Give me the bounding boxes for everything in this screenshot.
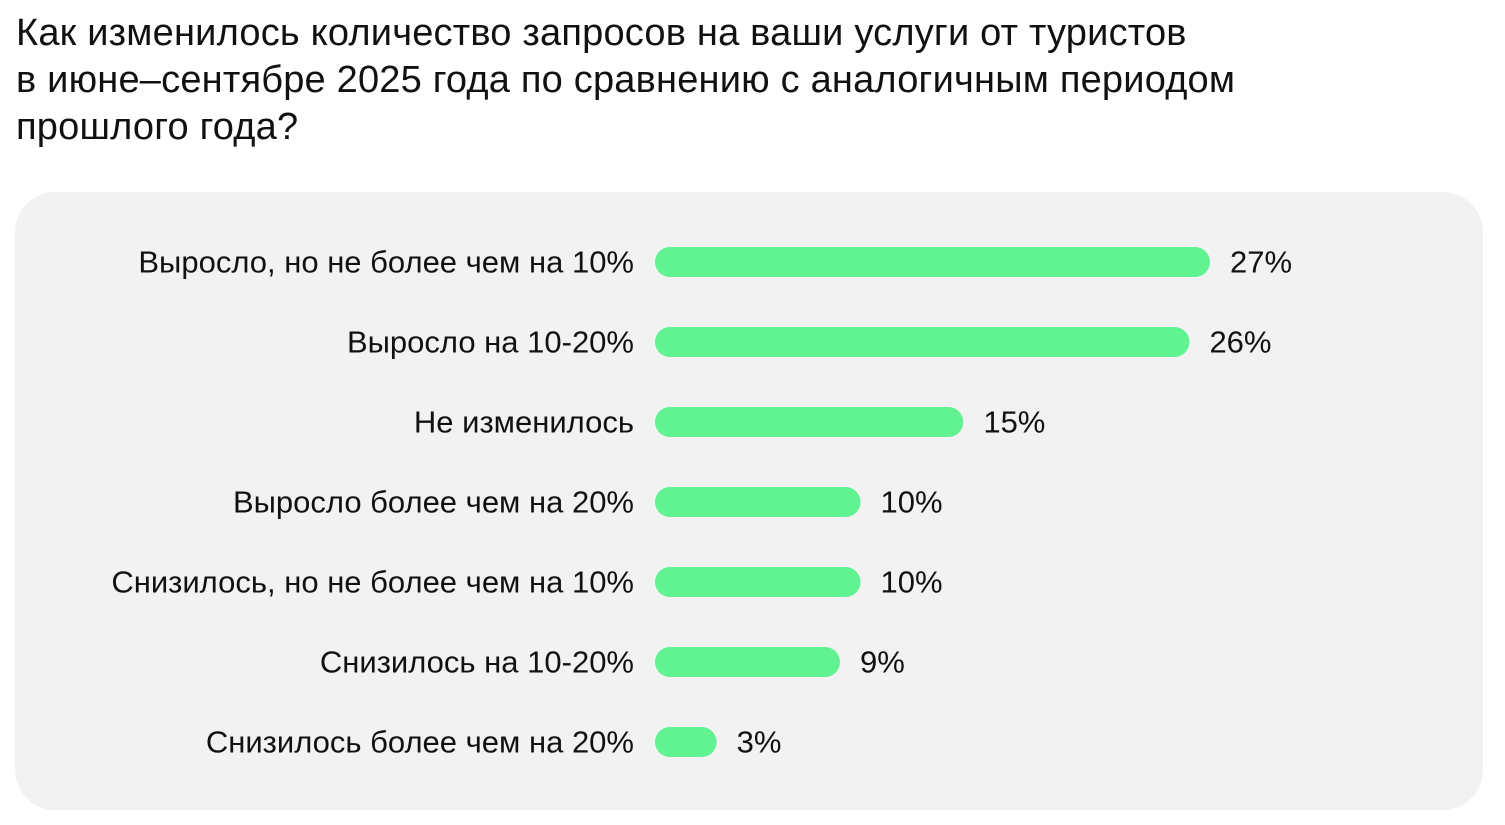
bar	[655, 727, 717, 757]
category-label: Выросло, но не более чем на 10%	[138, 245, 634, 280]
bar	[655, 487, 861, 517]
bar-chart: Выросло, но не более чем на 10% 27% Выросл…	[111, 245, 1292, 760]
bar	[655, 327, 1190, 357]
value-label: 27%	[1230, 245, 1292, 280]
value-label: 10%	[881, 485, 943, 520]
category-label: Снизилось более чем на 20%	[206, 725, 634, 760]
title-line-3: прошлого года?	[16, 106, 299, 148]
bar	[655, 407, 964, 437]
value-label: 9%	[860, 645, 905, 680]
title-line-1: Как изменилось количество запросов на ва…	[16, 12, 1187, 54]
title-line-2: в июне–сентябре 2025 года по сравнению с…	[16, 59, 1236, 101]
value-label: 15%	[983, 405, 1045, 440]
chart-title: Как изменилось количество запросов на ва…	[16, 10, 1476, 151]
bar	[655, 247, 1210, 277]
category-label: Снизилось, но не более чем на 10%	[111, 565, 634, 600]
category-label: Снизилось на 10-20%	[320, 645, 634, 680]
category-label: Не изменилось	[414, 405, 634, 440]
chart-panel: Выросло, но не более чем на 10% 27% Выросл…	[15, 192, 1483, 810]
category-label: Выросло на 10-20%	[347, 325, 634, 360]
value-label: 10%	[881, 565, 943, 600]
value-label: 3%	[737, 725, 782, 760]
category-label: Выросло более чем на 20%	[233, 485, 634, 520]
value-label: 26%	[1209, 325, 1271, 360]
bar	[655, 647, 840, 677]
bar	[655, 567, 861, 597]
